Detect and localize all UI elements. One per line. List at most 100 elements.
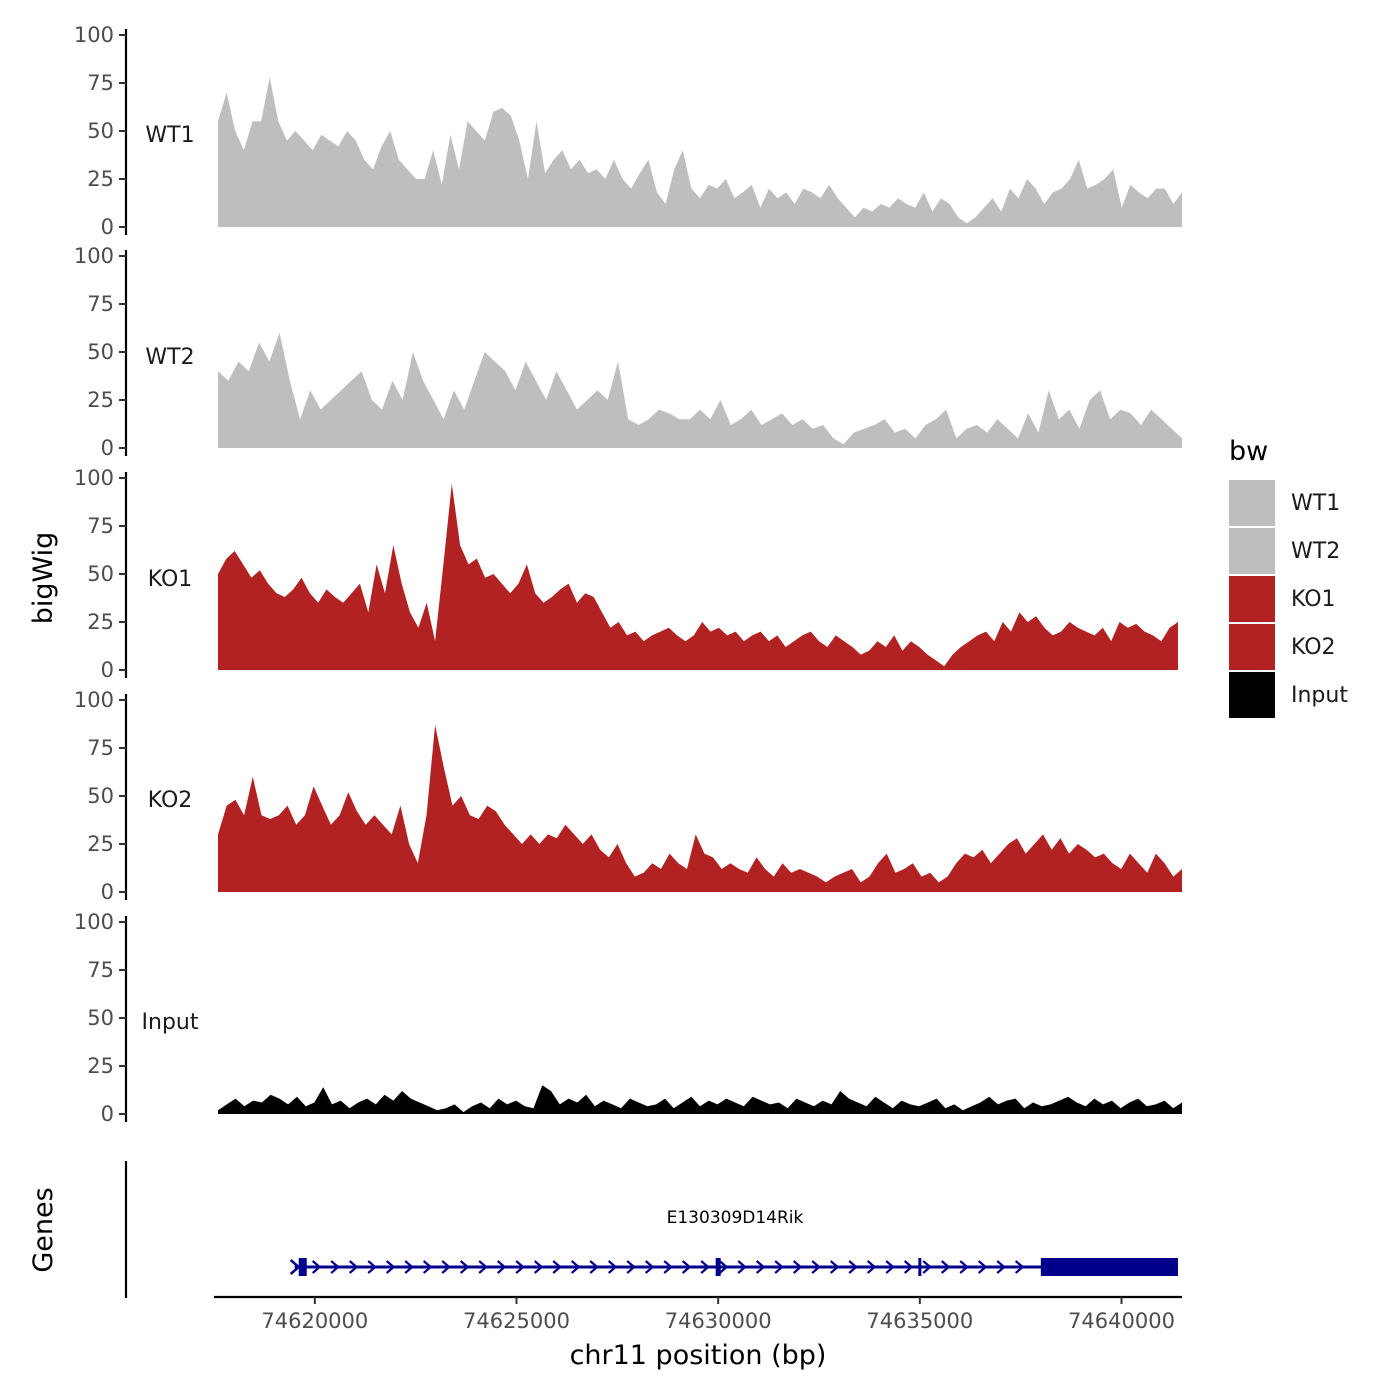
x-tick-label: 74620000 [261, 1309, 368, 1333]
track-label-wt1: WT1 [145, 123, 194, 148]
area-wt1 [218, 77, 1182, 227]
y-tick-label: 50 [87, 119, 114, 143]
y-axis-title: bigWig [28, 532, 59, 625]
x-tick-label: 74625000 [463, 1309, 570, 1333]
y-tick-label: 75 [87, 292, 114, 316]
gene-terminal-exon [1040, 1258, 1178, 1276]
legend-label-wt2: WT2 [1291, 539, 1340, 564]
y-tick-label: 100 [74, 244, 114, 268]
strand-chevron [681, 1260, 692, 1274]
legend-label-ko1: KO1 [1291, 587, 1336, 612]
strand-chevron [903, 1260, 914, 1274]
legend-layer: bw WT1 WT2 KO1 KO2 Input [1229, 436, 1348, 718]
gene-exon [298, 1258, 307, 1276]
track-label-input: Input [142, 1010, 199, 1035]
strand-chevron [663, 1260, 673, 1274]
y-tick-label: 0 [101, 1102, 114, 1126]
y-tick-label: 50 [87, 562, 114, 586]
strand-chevron [1014, 1260, 1025, 1274]
y-tick-label: 75 [87, 736, 114, 760]
track-label-ko1: KO1 [148, 567, 193, 592]
strand-chevron [718, 1260, 729, 1274]
y-tick-label: 25 [87, 610, 114, 634]
strand-chevron [385, 1260, 396, 1274]
y-tick-label: 75 [87, 514, 114, 538]
tracks-layer: 0255075100WT10255075100WT20255075100KO10… [74, 23, 1182, 1126]
y-tick-label: 100 [74, 910, 114, 934]
y-tick-label: 50 [87, 1006, 114, 1030]
strand-chevron [348, 1260, 359, 1274]
legend-label-ko2: KO2 [1291, 635, 1336, 660]
track-ko2: 0 25 50 75 100 KO2 [74, 688, 1182, 904]
strand-chevron [515, 1260, 525, 1274]
gene-start-marker [289, 1259, 301, 1275]
area-ko2 [218, 725, 1182, 892]
strand-chevron [589, 1260, 599, 1274]
legend-swatch-ko2 [1229, 624, 1275, 670]
gene-exon [918, 1258, 922, 1276]
area-input [218, 1085, 1182, 1114]
track-wt1: 0 25 50 75 100 WT1 [74, 23, 1182, 239]
x-tick-label: 74640000 [1068, 1309, 1175, 1333]
y-tick-label: 100 [74, 23, 114, 47]
legend-swatch-wt2 [1229, 528, 1275, 574]
strand-chevron [940, 1260, 951, 1274]
track-ko1: 0 25 50 75 100 KO1 [74, 466, 1178, 682]
strand-chevron [404, 1260, 414, 1274]
strand-chevron [570, 1260, 581, 1274]
y-tick-label: 25 [87, 832, 114, 856]
area-ko1 [218, 483, 1178, 670]
strand-chevron [459, 1260, 470, 1274]
strand-chevron [441, 1260, 451, 1274]
strand-chevron [533, 1260, 544, 1274]
track-label-wt2: WT2 [145, 345, 194, 370]
y-tick-label: 50 [87, 784, 114, 808]
track-input: 0 25 50 75 100 Input [74, 910, 1182, 1126]
strand-chevron [829, 1260, 840, 1274]
gene-name-label: E130309D14Rik [667, 1208, 804, 1228]
strand-chevron [626, 1260, 636, 1274]
strand-chevron [700, 1260, 710, 1274]
gene-exon [715, 1258, 721, 1276]
area-wt2 [218, 332, 1182, 448]
x-tick-label: 74630000 [665, 1309, 772, 1333]
y-tick-label: 75 [87, 958, 114, 982]
strand-chevron [755, 1260, 766, 1274]
y-tick-label: 0 [101, 658, 114, 682]
legend-label-input: Input [1291, 683, 1348, 708]
y-tick-label: 75 [87, 71, 114, 95]
y-tick-label: 25 [87, 167, 114, 191]
strand-chevron [866, 1260, 877, 1274]
y-tick-label: 25 [87, 388, 114, 412]
strand-chevron [737, 1260, 747, 1274]
strand-chevron [848, 1260, 858, 1274]
legend-swatch-wt1 [1229, 480, 1275, 526]
strand-chevron [885, 1260, 895, 1274]
strand-chevron [811, 1260, 821, 1274]
x-axis-title: chr11 position (bp) [570, 1340, 827, 1371]
strand-chevron [422, 1260, 433, 1274]
y-tick-label: 100 [74, 466, 114, 490]
x-tick-label: 74635000 [866, 1309, 973, 1333]
genes-layer: E130309D14Rik 74620000 74625000 74630000 746… [124, 1161, 1182, 1333]
y-tick-label: 0 [101, 436, 114, 460]
strand-chevron [496, 1260, 507, 1274]
strand-chevron [922, 1260, 932, 1274]
y-tick-label: 100 [74, 688, 114, 712]
strand-chevron [792, 1260, 803, 1274]
legend-swatch-ko1 [1229, 576, 1275, 622]
strand-chevron [959, 1260, 969, 1274]
strand-chevron [330, 1260, 340, 1274]
strand-chevron [774, 1260, 784, 1274]
y-tick-label: 0 [101, 880, 114, 904]
strand-chevron [607, 1260, 618, 1274]
strand-chevron [977, 1260, 988, 1274]
legend-swatch-input [1229, 672, 1275, 718]
strand-chevron [552, 1260, 562, 1274]
track-label-ko2: KO2 [148, 788, 193, 813]
legend-title: bw [1229, 436, 1268, 467]
genes-axis-title: Genes [28, 1187, 59, 1272]
strand-chevron [311, 1260, 322, 1274]
track-wt2: 0 25 50 75 100 WT2 [74, 244, 1182, 460]
